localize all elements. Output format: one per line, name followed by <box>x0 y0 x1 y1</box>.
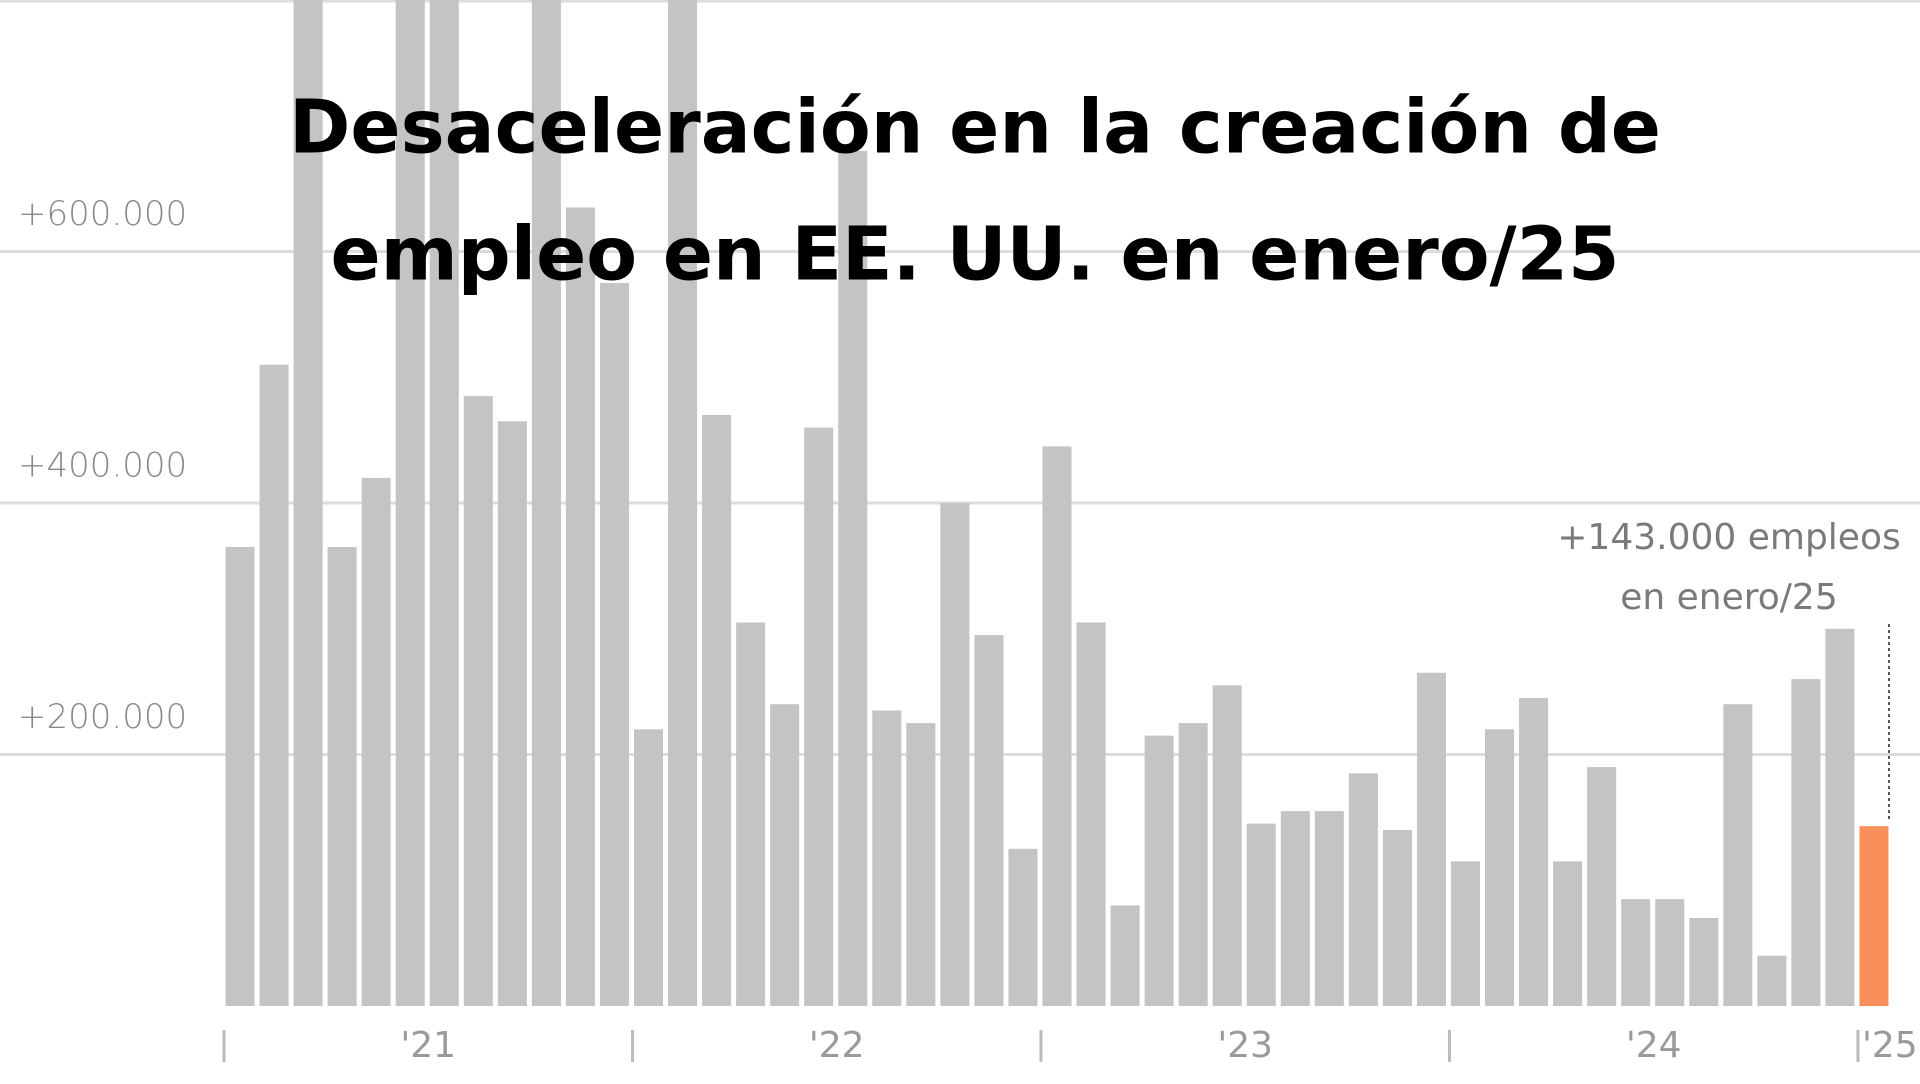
bar <box>395 0 425 1006</box>
annotation: en enero/25 <box>1620 577 1838 618</box>
bar <box>259 364 289 1006</box>
bar <box>1519 697 1549 1006</box>
bar <box>1485 729 1515 1006</box>
x-tick-label: '21 <box>400 1025 456 1066</box>
x-tick-label: '22 <box>809 1025 865 1066</box>
y-tick-label: +200.000 <box>18 697 187 737</box>
bar <box>225 547 255 1006</box>
bar <box>361 477 391 1007</box>
foreground: +200.000 +400.000 +600.000 '21 '22 '23 '24 '25 +… <box>18 85 1918 1067</box>
x-tick-label: '24 <box>1626 1025 1682 1066</box>
bar <box>1757 955 1787 1006</box>
bar <box>1723 704 1753 1006</box>
bar <box>633 729 664 1006</box>
bar <box>1791 679 1821 1006</box>
bar <box>1348 773 1378 1006</box>
bar <box>1450 861 1481 1006</box>
bar <box>1859 826 1889 1006</box>
bar <box>770 704 800 1006</box>
bar <box>872 710 902 1006</box>
bar <box>974 635 1004 1006</box>
bar <box>1144 735 1174 1006</box>
x-tick-label: '25 <box>1862 1025 1918 1066</box>
bar <box>1178 723 1208 1006</box>
bar <box>429 0 459 1006</box>
bar <box>1042 446 1072 1007</box>
bars <box>225 0 1889 1007</box>
bar <box>1212 685 1242 1006</box>
bar <box>327 547 357 1006</box>
bar <box>531 0 561 1006</box>
bar <box>565 207 595 1007</box>
y-tick-label: +600.000 <box>18 194 187 234</box>
bar <box>293 0 323 1006</box>
bar <box>1246 823 1276 1006</box>
bar <box>1587 767 1617 1006</box>
bar <box>838 150 868 1006</box>
bar <box>702 414 732 1007</box>
bar <box>1825 628 1855 1006</box>
bar <box>1553 861 1583 1006</box>
bar <box>1110 905 1140 1006</box>
y-tick-label: +400.000 <box>18 446 187 486</box>
bar <box>1008 848 1038 1006</box>
x-tick-label: '23 <box>1217 1025 1273 1066</box>
bar <box>1314 811 1344 1006</box>
bar <box>668 0 698 1006</box>
bar <box>1076 622 1106 1006</box>
bar <box>463 396 493 1006</box>
bar <box>1416 672 1446 1006</box>
bar <box>1655 899 1685 1006</box>
bar <box>1280 811 1310 1006</box>
bar <box>599 282 629 1006</box>
bar <box>1689 917 1719 1006</box>
chart-title: Desaceleración en la creación de <box>289 85 1661 171</box>
bar <box>804 427 834 1006</box>
bar <box>906 723 936 1006</box>
bar <box>497 421 527 1006</box>
bar <box>1621 899 1651 1006</box>
bar <box>736 622 766 1006</box>
annotation: +143.000 empleos <box>1557 517 1900 558</box>
bar <box>940 503 970 1006</box>
bar <box>1382 829 1412 1006</box>
chart-title: empleo en EE. UU. en enero/25 <box>330 212 1619 298</box>
